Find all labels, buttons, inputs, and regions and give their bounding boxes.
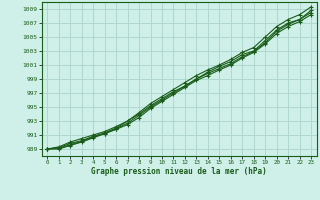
X-axis label: Graphe pression niveau de la mer (hPa): Graphe pression niveau de la mer (hPa) [91, 167, 267, 176]
